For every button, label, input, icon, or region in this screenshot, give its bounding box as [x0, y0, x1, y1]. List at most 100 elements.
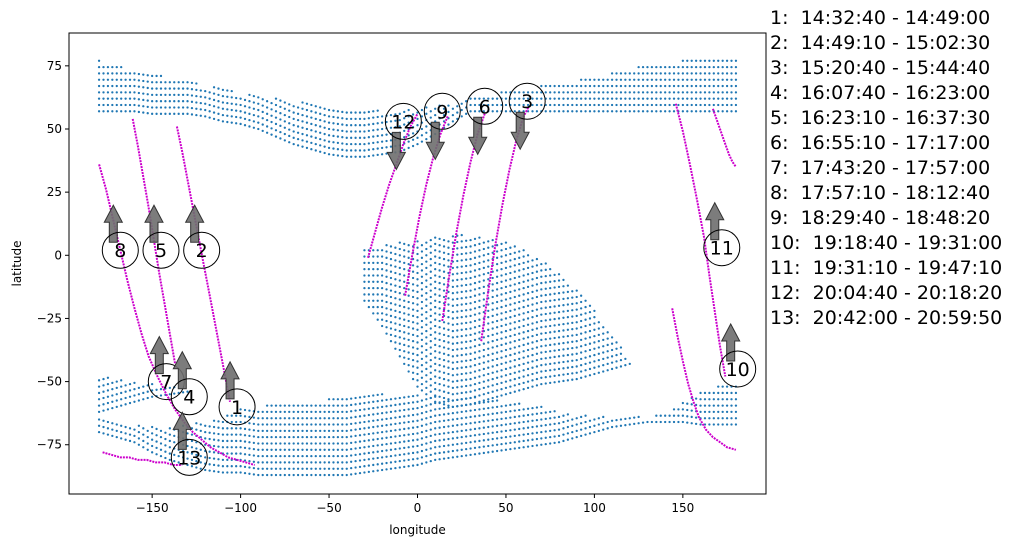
- coverage-dot: [535, 444, 539, 447]
- coverage-dot: [593, 341, 596, 344]
- coverage-dot: [394, 429, 397, 432]
- coverage-dot: [668, 91, 671, 94]
- coverage-dot: [323, 423, 326, 426]
- coverage-dot: [265, 436, 269, 439]
- coverage-dot: [208, 103, 211, 107]
- coverage-dot: [509, 341, 512, 344]
- coverage-dot: [535, 308, 539, 311]
- coverage-dot: [518, 275, 521, 278]
- coverage-dot: [628, 84, 631, 88]
- coverage-dot: [584, 312, 587, 315]
- coverage-dot: [482, 97, 485, 100]
- coverage-dot: [456, 291, 459, 294]
- coverage-dot: [518, 345, 521, 348]
- coverage-dot: [469, 245, 472, 248]
- coverage-dot: [473, 294, 477, 297]
- coverage-dot: [708, 97, 711, 100]
- coverage-dot: [438, 117, 441, 120]
- coverage-dot: [314, 130, 317, 133]
- coverage-dot: [283, 113, 286, 117]
- coverage-dot: [566, 372, 570, 376]
- coverage-dot: [553, 84, 556, 88]
- coverage-dot: [416, 385, 419, 388]
- coverage-dot: [235, 115, 238, 119]
- coverage-dot: [659, 65, 662, 69]
- coverage-dot: [420, 389, 424, 392]
- coverage-dot: [438, 307, 441, 310]
- coverage-dot: [434, 337, 437, 340]
- coverage-dot: [699, 391, 702, 395]
- coverage-dot: [540, 269, 543, 272]
- coverage-dot: [690, 65, 693, 69]
- coverage-dot: [504, 304, 508, 307]
- coverage-dot: [655, 78, 658, 81]
- coverage-dot: [456, 386, 459, 389]
- coverage-dot: [438, 351, 441, 354]
- coverage-dot: [473, 396, 477, 399]
- coverage-dot: [323, 448, 326, 451]
- coverage-dot: [522, 286, 525, 290]
- coverage-dot: [487, 385, 490, 388]
- coverage-dot: [274, 423, 278, 426]
- coverage-dot: [500, 286, 503, 290]
- coverage-dot: [725, 103, 729, 107]
- coverage-dot: [473, 313, 477, 316]
- coverage-dot: [593, 347, 596, 350]
- coverage-dot: [310, 110, 313, 113]
- coverage-dot: [380, 399, 384, 402]
- coverage-dot: [376, 312, 379, 315]
- coverage-dot: [367, 299, 370, 302]
- coverage-dot: [248, 415, 251, 419]
- coverage-dot: [553, 410, 556, 413]
- coverage-dot: [372, 286, 375, 290]
- coverage-dot: [372, 312, 375, 315]
- coverage-dot: [270, 410, 273, 414]
- coverage-dot: [473, 421, 477, 424]
- coverage-dot: [350, 136, 353, 139]
- coverage-dot: [451, 241, 455, 244]
- coverage-dot: [495, 288, 499, 291]
- coverage-dot: [549, 97, 552, 100]
- coverage-dot: [597, 346, 600, 349]
- coverage-dot: [526, 329, 530, 333]
- coverage-dot: [261, 417, 264, 420]
- track-annotation: 1: [218, 360, 256, 426]
- coverage-dot: [566, 309, 570, 313]
- coverage-dot: [655, 420, 658, 424]
- coverage-dot: [535, 264, 539, 267]
- coverage-dot: [345, 436, 348, 439]
- coverage-dot: [142, 111, 145, 114]
- coverage-dot: [593, 309, 596, 313]
- coverage-dot: [495, 269, 499, 272]
- coverage-dot: [557, 323, 561, 326]
- coverage-dot: [97, 72, 101, 75]
- coverage-dot: [495, 313, 499, 316]
- coverage-dot: [717, 423, 720, 426]
- coverage-dot: [487, 103, 490, 107]
- coverage-dot: [199, 423, 202, 426]
- coverage-dot: [341, 117, 344, 120]
- coverage-dot: [301, 132, 304, 136]
- coverage-dot: [593, 424, 596, 427]
- coverage-dot: [319, 404, 322, 407]
- coverage-dot: [111, 65, 114, 69]
- coverage-dot: [411, 314, 415, 318]
- coverage-dot: [323, 467, 326, 470]
- coverage-dot: [97, 59, 101, 62]
- coverage-dot: [659, 72, 662, 75]
- coverage-dot: [460, 391, 463, 395]
- coverage-dot: [531, 322, 534, 325]
- coverage-dot: [708, 398, 711, 401]
- coverage-dot: [513, 390, 516, 393]
- coverage-dot: [106, 376, 110, 379]
- coverage-dot: [544, 110, 547, 113]
- coverage-dot: [549, 417, 552, 420]
- coverage-dot: [504, 386, 508, 390]
- coverage-dot: [717, 59, 720, 62]
- coverage-dot: [540, 97, 543, 100]
- coverage-dot: [128, 427, 132, 430]
- coverage-dot: [310, 473, 313, 477]
- coverage-dot: [168, 386, 171, 390]
- coverage-dot: [703, 91, 707, 94]
- coverage-dot: [482, 426, 485, 429]
